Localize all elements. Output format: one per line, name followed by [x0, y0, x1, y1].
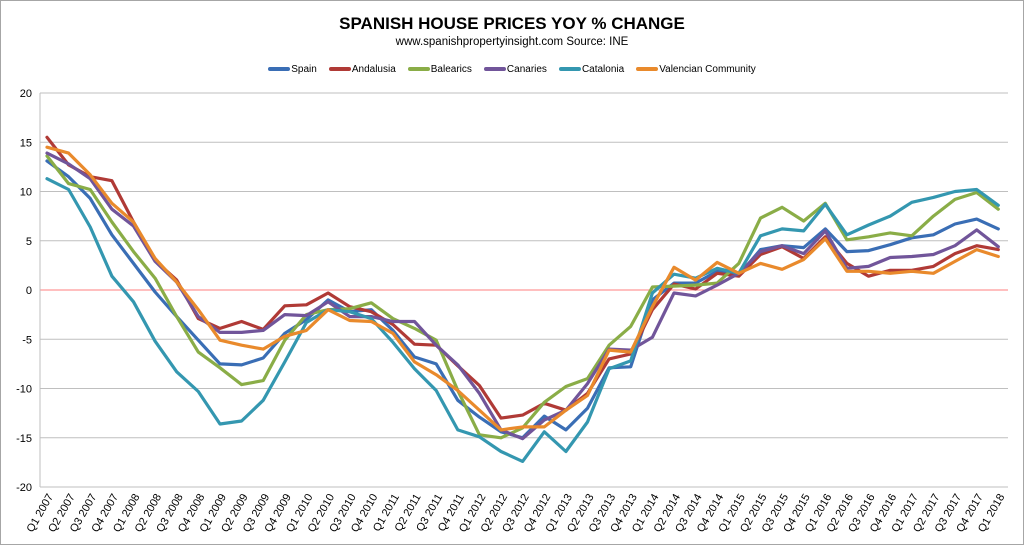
legend-label: Spain [291, 64, 317, 75]
legend-swatch [483, 67, 506, 72]
series-line-catalonia [45, 177, 1000, 463]
legend-swatch [328, 67, 351, 72]
legend-item: Andalusia [328, 64, 396, 75]
y-tick-label: -15 [16, 433, 32, 445]
y-tick-label: 5 [26, 236, 32, 248]
legend-swatch [636, 67, 659, 72]
legend-label: Andalusia [351, 64, 396, 75]
legend-label: Catalonia [581, 64, 625, 75]
legend-swatch [407, 67, 430, 72]
legend-swatch [268, 67, 291, 72]
y-tick-label: -5 [22, 334, 32, 346]
legend-item: Canaries [483, 64, 547, 75]
y-tick-label: 0 [26, 285, 32, 297]
chart-subtitle: www.spanishpropertyinsight.com Source: I… [395, 36, 629, 48]
legend-item: Valencian Community [636, 64, 756, 75]
y-tick-label: -20 [16, 482, 32, 494]
series-line-andalusia [45, 135, 1000, 420]
legend-item: Spain [268, 64, 317, 75]
legend-item: Catalonia [558, 64, 625, 75]
legend-swatch [558, 67, 581, 72]
series-line-valencian-community [45, 145, 1000, 432]
legend-label: Canaries [506, 64, 547, 75]
y-tick-label: 15 [20, 137, 32, 149]
legend-label: Balearics [430, 64, 472, 75]
y-tick-label: 20 [20, 88, 32, 100]
chart-title: SPANISH HOUSE PRICES YOY % CHANGE [339, 14, 685, 33]
legend-label: Valencian Community [659, 64, 756, 75]
series-line-canaries [45, 151, 1000, 441]
y-tick-label: -10 [16, 384, 32, 396]
legend: Spain Andalusia Balearics Canaries Catalonia… [0, 64, 1024, 75]
legend-item: Balearics [407, 64, 472, 75]
y-tick-label: 10 [20, 187, 32, 199]
